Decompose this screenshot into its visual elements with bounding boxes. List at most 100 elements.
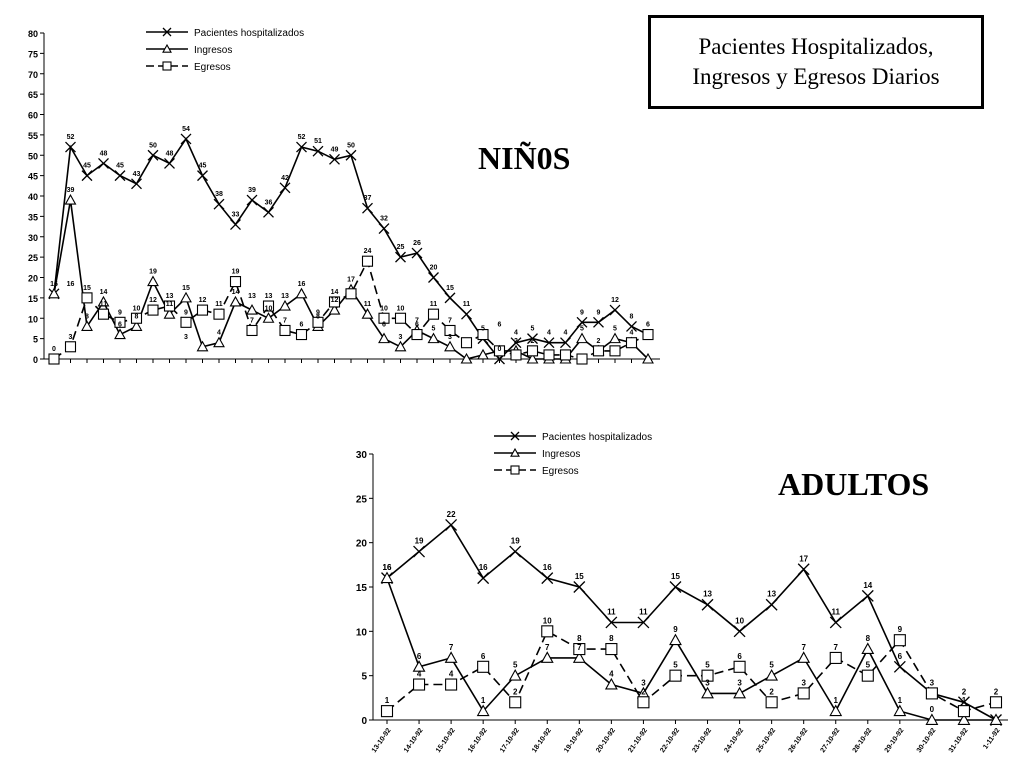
- adultos-data-label: 11: [639, 607, 648, 616]
- ninos-point-x: [131, 178, 142, 190]
- ninos-point-square: [378, 312, 390, 324]
- adultos-x-tick-label: 26-10-92: [788, 727, 810, 754]
- ninos-point-square: [576, 353, 588, 365]
- ninos-point-square: [592, 345, 605, 357]
- adultos-point-triangle: [829, 704, 843, 717]
- adultos-data-label: 22: [447, 510, 456, 519]
- adultos-point-square: [733, 660, 746, 673]
- ninos-data-label: 12: [331, 297, 339, 304]
- adultos-x-tick-label: 13-10-92: [371, 727, 393, 754]
- adultos-data-label: 10: [735, 616, 744, 625]
- ninos-data-label: 16: [67, 281, 75, 288]
- ninos-point-square: [180, 316, 192, 328]
- chart-title-box: Pacientes Hospitalizados, Ingresos y Egr…: [648, 15, 984, 109]
- adultos-x-tick-label: 22-10-92: [659, 727, 681, 754]
- ninos-point-triangle: [64, 193, 77, 205]
- adultos-data-label: 4: [609, 670, 614, 679]
- adultos-data-label: 13: [767, 590, 776, 599]
- ninos-point-square: [526, 345, 539, 357]
- adultos-series-line-x: [386, 523, 997, 721]
- ninos-data-label: 13: [281, 293, 289, 300]
- ninos-y-tick-label: 65: [28, 90, 38, 100]
- ninos-point-x: [461, 308, 472, 320]
- ninos-point-square: [427, 308, 440, 320]
- ninos-legend-marker-triangle: [162, 43, 172, 53]
- adultos-point-triangle: [733, 686, 747, 699]
- ninos-point-triangle: [246, 303, 258, 315]
- adultos-point-x: [541, 572, 554, 585]
- adultos-data-label: 9: [673, 625, 678, 634]
- adultos-x-tick-label: 20-10-92: [595, 727, 617, 754]
- adultos-point-triangle: [701, 686, 714, 699]
- ninos-point-square: [625, 337, 638, 349]
- adultos-data-label: 16: [479, 563, 488, 572]
- adultos-y-tick-label: 20: [356, 539, 368, 550]
- adultos-point-square: [893, 634, 906, 647]
- adultos-point-x: [413, 545, 426, 558]
- ninos-data-label: 51: [314, 138, 322, 145]
- adultos-point-square: [413, 678, 426, 691]
- ninos-point-triangle: [609, 332, 621, 344]
- ninos-point-x: [362, 202, 373, 214]
- adultos-legend-label: Pacientes hospitalizados: [542, 432, 652, 443]
- adultos-point-square: [925, 687, 938, 700]
- ninos-data-label: 52: [67, 134, 75, 141]
- adultos-x-tick-label: 18-10-92: [531, 727, 553, 754]
- ninos-data-label: 20: [430, 265, 438, 272]
- ninos-point-x: [329, 153, 340, 165]
- adultos-y-tick-label: 25: [356, 494, 368, 505]
- adultos-data-label: 10: [543, 616, 552, 625]
- ninos-data-label: 12: [611, 297, 619, 304]
- ninos-data-label: 9: [118, 309, 122, 316]
- adultos-point-triangle: [765, 669, 779, 681]
- adultos-point-square: [637, 696, 650, 709]
- ninos-point-square: [312, 316, 324, 328]
- adultos-data-label: 11: [832, 607, 841, 616]
- ninos-point-triangle: [526, 352, 539, 364]
- ninos-point-triangle: [262, 312, 275, 323]
- ninos-point-square: [64, 341, 77, 353]
- ninos-point-square: [394, 312, 407, 324]
- ninos-data-label: 4: [547, 330, 551, 337]
- adultos-data-label: 3: [641, 678, 646, 687]
- adultos-point-square: [989, 696, 1003, 709]
- adultos-data-label: 6: [481, 652, 486, 661]
- ninos-point-x: [543, 337, 555, 349]
- adultos-point-x: [605, 616, 618, 629]
- ninos-point-triangle: [394, 340, 407, 352]
- ninos-data-label: 8: [85, 313, 89, 320]
- adultos-data-label: 8: [609, 634, 614, 643]
- ninos-y-tick-label: 10: [28, 314, 38, 324]
- ninos-point-square: [493, 345, 506, 357]
- adultos-data-label: 1: [898, 696, 903, 705]
- ninos-point-triangle: [81, 320, 93, 331]
- adultos-data-label: 1: [834, 696, 839, 705]
- ninos-legend-label: Egresos: [194, 62, 231, 73]
- ninos-data-label: 6: [646, 322, 650, 329]
- ninos-data-label: 8: [316, 313, 320, 320]
- ninos-point-square: [361, 255, 374, 267]
- adultos-point-triangle: [540, 651, 554, 663]
- ninos-data-label: 49: [331, 146, 339, 153]
- ninos-point-triangle: [130, 320, 143, 331]
- adultos-point-square: [669, 669, 682, 682]
- ninos-data-label: 0: [52, 346, 56, 353]
- adultos-point-x: [509, 545, 522, 558]
- ninos-point-triangle: [295, 287, 308, 299]
- adultos-data-label: 8: [866, 634, 871, 643]
- adultos-point-square: [445, 678, 458, 691]
- adultos-point-x: [893, 660, 906, 673]
- ninos-data-label: 13: [265, 293, 273, 300]
- adultos-data-label: 5: [866, 661, 871, 670]
- ninos-data-label: 7: [415, 317, 419, 324]
- adultos-data-label: 5: [769, 661, 774, 670]
- ninos-data-label: 6: [118, 322, 122, 329]
- ninos-point-square: [163, 300, 176, 312]
- adultos-y-tick-label: 0: [361, 716, 367, 727]
- adultos-x-tick-label: 16-10-92: [467, 727, 489, 754]
- adultos-data-label: 7: [449, 643, 454, 652]
- ninos-data-label: 19: [232, 269, 240, 276]
- ninos-data-label: 3: [184, 334, 188, 341]
- adultos-point-x: [573, 581, 586, 593]
- adultos-data-label: 6: [417, 652, 422, 661]
